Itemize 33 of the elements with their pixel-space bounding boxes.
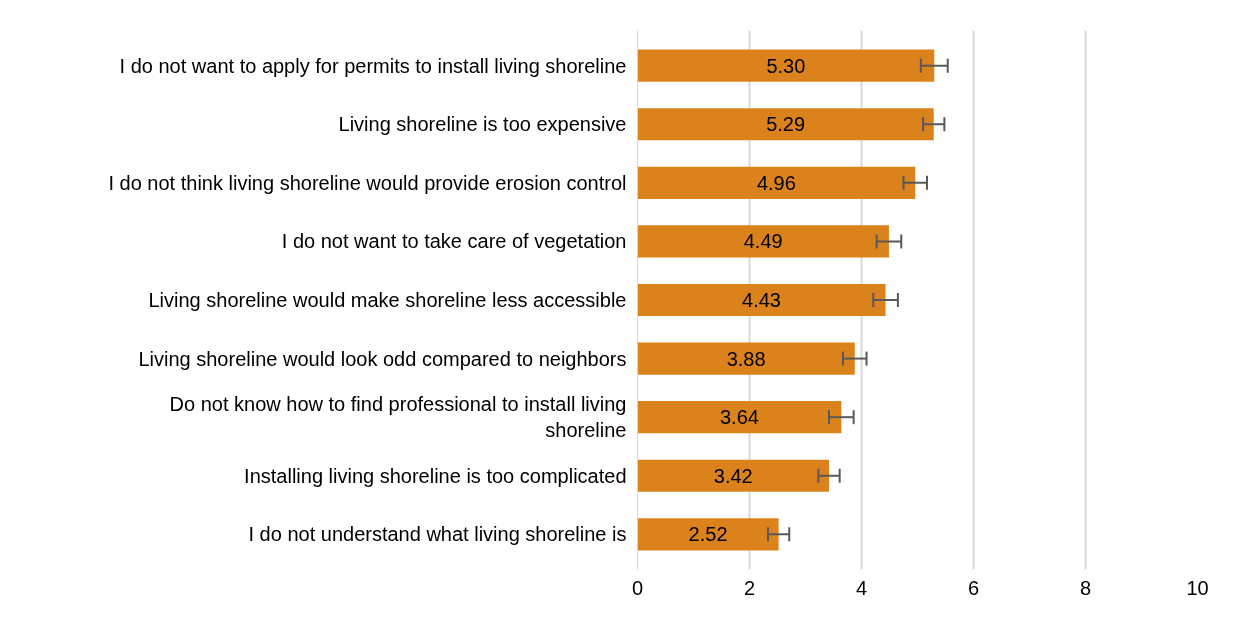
y-tick-label: Installing living shoreline is too complicated	[244, 464, 627, 487]
y-tick-label: Do not know how to find professional to install living shoreline	[169, 392, 627, 442]
bar	[637, 459, 830, 492]
bar	[637, 401, 842, 434]
bar	[637, 166, 916, 199]
y-tick-label: Living shoreline would make shoreline less accessible	[148, 289, 627, 311]
y-tick-label: I do not want to apply for permits to install living shoreline	[119, 54, 627, 77]
data-label: 2.52	[688, 523, 728, 546]
data-label: 4.43	[742, 289, 782, 311]
data-label: 3.42	[713, 464, 753, 487]
data-label: 5.30	[766, 54, 806, 77]
x-tick-label: 0	[631, 576, 644, 599]
x-tick-label: 2	[743, 576, 756, 599]
y-tick-label: I do not understand what living shoreline is	[248, 523, 627, 546]
y-tick-label: Living shoreline is too expensive	[338, 113, 627, 136]
y-tick-label: I do not want to take care of vegetation	[281, 230, 627, 253]
bar	[637, 225, 889, 258]
bar	[637, 108, 934, 141]
bar	[637, 283, 886, 317]
bar	[637, 518, 779, 551]
data-label: 4.96	[756, 171, 796, 194]
data-label: 5.29	[766, 113, 806, 136]
x-tick-label: 4	[855, 576, 868, 599]
bar	[637, 342, 855, 375]
y-tick-label: Living shoreline would look odd compared to neighbors	[138, 347, 627, 370]
x-tick-label: 6	[967, 576, 980, 599]
x-tick-label: 10	[1186, 576, 1209, 599]
data-label: 3.88	[726, 347, 766, 370]
data-label: 4.49	[743, 230, 783, 253]
x-tick-label: 8	[1079, 576, 1092, 599]
data-label: 3.64	[719, 406, 759, 429]
y-tick-label: I do not think living shoreline would provide erosion control	[108, 171, 627, 194]
bar	[637, 49, 935, 82]
